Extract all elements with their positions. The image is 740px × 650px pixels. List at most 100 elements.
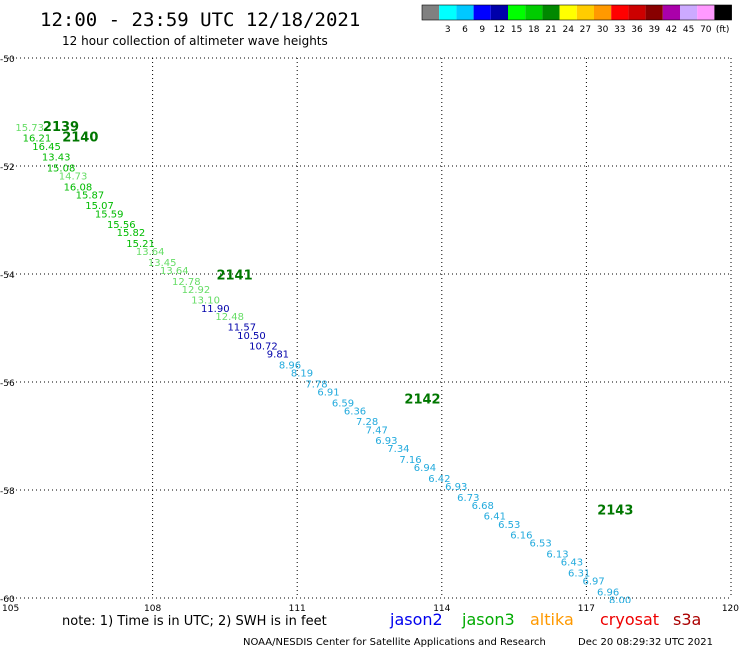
color-bin — [714, 5, 732, 20]
swh-value: 7.78 — [305, 379, 327, 390]
x-tick-label: 111 — [289, 604, 306, 614]
swh-value: 10.72 — [249, 342, 278, 353]
swh-value: 7.28 — [356, 417, 378, 428]
swh-value: 11.90 — [201, 304, 230, 315]
color-bin-label: 12 — [494, 25, 505, 35]
color-bin-label: 6 — [462, 25, 468, 35]
swh-value: 6.93 — [375, 436, 397, 447]
color-bin-label: 15 — [511, 25, 522, 35]
color-scale-unit: (ft) — [716, 25, 730, 35]
y-tick-label: -58 — [0, 487, 15, 497]
pass-number: 2142 — [404, 393, 440, 408]
swh-value: 16.21 — [23, 134, 52, 145]
data-points: 15.7316.2116.4513.4315.0814.7316.0815.87… — [15, 123, 631, 606]
swh-value: 15.08 — [47, 163, 76, 174]
swh-value: 6.91 — [317, 388, 339, 399]
swh-value: 13.10 — [191, 296, 220, 307]
swh-value: 13.64 — [160, 266, 189, 277]
swh-value: 6.36 — [344, 406, 366, 417]
swh-value: 7.16 — [399, 455, 421, 466]
x-tick-label: 114 — [433, 604, 450, 614]
color-bin-label: 24 — [562, 25, 574, 35]
axis-tick-labels: 105 108 111 114 117 120 -50 -52 -54 -56 -58 -60 — [0, 55, 739, 614]
swh-value: 15.56 — [107, 220, 136, 231]
footer-credit: NOAA/NESDIS Center for Satellite Applica… — [243, 637, 546, 648]
swh-value: 12.78 — [172, 277, 201, 288]
color-bin — [645, 5, 663, 20]
swh-value: 15.73 — [15, 123, 44, 134]
color-bin-label: 36 — [631, 25, 643, 35]
color-bin-label: 45 — [683, 25, 694, 35]
y-tick-label: -54 — [0, 271, 15, 281]
satellite-name: jason3 — [461, 610, 515, 629]
swh-value: 6.42 — [428, 474, 450, 485]
pass-number: 2143 — [597, 503, 633, 518]
x-tick-label: 108 — [144, 604, 161, 614]
color-bin-label: 42 — [666, 25, 677, 35]
footer-timestamp: Dec 20 08:29:32 UTC 2021 — [578, 637, 713, 648]
pass-number: 2140 — [62, 131, 98, 146]
y-tick-label: -50 — [0, 55, 15, 65]
swh-value: 8.00 — [609, 595, 631, 606]
color-bin — [576, 5, 594, 20]
swh-value: 6.94 — [414, 463, 436, 474]
color-bin — [680, 5, 698, 20]
color-bin-label: 27 — [580, 25, 591, 35]
color-bin — [559, 5, 577, 20]
color-bin — [490, 5, 508, 20]
satellite-legend: jason2 jason3 altika cryosat s3a — [389, 610, 701, 629]
x-tick-label: 120 — [722, 604, 739, 614]
satellite-name: jason2 — [389, 610, 443, 629]
swh-value: 12.92 — [182, 285, 211, 296]
swh-value: 16.45 — [32, 142, 61, 153]
color-bin-label: 33 — [614, 25, 625, 35]
color-scale-frame — [421, 4, 732, 21]
swh-value: 6.73 — [457, 493, 479, 504]
color-bin-label: 30 — [597, 25, 609, 35]
y-tick-label: -56 — [0, 379, 15, 389]
color-bin — [662, 5, 680, 20]
swh-value: 15.82 — [117, 228, 146, 239]
swh-value: 13.45 — [148, 258, 177, 269]
swh-value: 6.41 — [484, 512, 506, 523]
swh-value: 6.53 — [498, 520, 520, 531]
swh-value: 7.47 — [366, 425, 388, 436]
swh-value: 11.57 — [227, 323, 256, 334]
color-bin — [422, 5, 440, 20]
swh-value: 15.87 — [76, 190, 105, 201]
chart-grid — [8, 57, 732, 599]
color-bin — [439, 5, 457, 20]
swh-value: 15.59 — [95, 209, 124, 220]
swh-value: 6.59 — [332, 398, 354, 409]
footer-note: note: 1) Time is in UTC; 2) SWH is in fe… — [62, 614, 327, 629]
swh-value: 7.34 — [387, 444, 409, 455]
color-bin — [594, 5, 612, 20]
swh-value: 6.68 — [472, 501, 494, 512]
swh-value: 13.64 — [136, 247, 165, 258]
y-tick-label: -52 — [0, 163, 15, 173]
color-bin — [542, 5, 560, 20]
swh-value: 6.31 — [568, 568, 590, 579]
swh-value: 6.43 — [561, 558, 583, 569]
swh-value: 6.93 — [445, 482, 467, 493]
chart-title: 12:00 - 23:59 UTC 12/18/2021 — [40, 9, 360, 31]
color-bin — [697, 5, 715, 20]
swh-value: 6.53 — [529, 539, 551, 550]
color-bin — [628, 5, 646, 20]
swh-value: 6.96 — [597, 587, 619, 598]
color-bin-label: 21 — [545, 25, 556, 35]
swh-value: 6.16 — [510, 531, 532, 542]
color-bin-label: 70 — [700, 25, 712, 35]
swh-value: 14.73 — [59, 172, 88, 183]
x-tick-label: 105 — [2, 604, 19, 614]
swh-value: 9.81 — [267, 350, 289, 361]
swh-value: 12.48 — [215, 312, 244, 323]
swh-value: 10.50 — [237, 331, 266, 342]
swh-value: 8.96 — [279, 361, 301, 372]
satellite-name: cryosat — [600, 610, 659, 629]
swh-value: 8.19 — [291, 369, 313, 380]
swh-value: 15.07 — [85, 201, 114, 212]
color-bin-label: 3 — [445, 25, 451, 35]
